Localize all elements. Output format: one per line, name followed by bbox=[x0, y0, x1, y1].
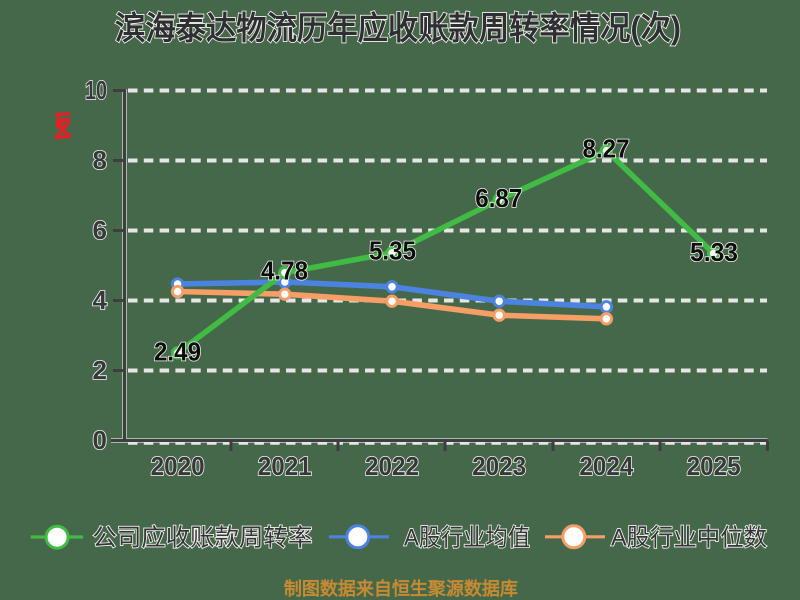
svg-text:2021: 2021 bbox=[258, 451, 312, 481]
svg-text:2025: 2025 bbox=[687, 451, 741, 481]
svg-text:4.78: 4.78 bbox=[261, 256, 308, 286]
svg-text:8.27: 8.27 bbox=[583, 134, 630, 164]
svg-text:8: 8 bbox=[93, 145, 107, 175]
svg-text:10: 10 bbox=[85, 75, 107, 105]
svg-text:A股行业均值: A股行业均值 bbox=[404, 525, 530, 552]
svg-text:6: 6 bbox=[93, 215, 107, 245]
svg-text:2.49: 2.49 bbox=[154, 337, 201, 367]
svg-text:2022: 2022 bbox=[365, 451, 419, 481]
svg-text:5.33: 5.33 bbox=[690, 237, 738, 267]
svg-text:2020: 2020 bbox=[151, 451, 205, 481]
svg-text:6.87: 6.87 bbox=[475, 183, 522, 213]
svg-text:公司应收账款周转率: 公司应收账款周转率 bbox=[92, 525, 312, 552]
svg-text:5.35: 5.35 bbox=[369, 236, 416, 266]
svg-text:0: 0 bbox=[93, 425, 107, 455]
svg-text:4: 4 bbox=[93, 285, 108, 315]
svg-text:制图数据来自恒生聚源数据库: 制图数据来自恒生聚源数据库 bbox=[284, 578, 518, 599]
svg-text:A股行业中位数: A股行业中位数 bbox=[611, 525, 767, 552]
svg-text:2: 2 bbox=[93, 355, 107, 385]
svg-text:2024: 2024 bbox=[579, 451, 634, 481]
svg-text:滨海泰达物流历年应收账款周转率情况(次): 滨海泰达物流历年应收账款周转率情况(次) bbox=[115, 10, 681, 46]
svg-text:2023: 2023 bbox=[472, 451, 526, 481]
